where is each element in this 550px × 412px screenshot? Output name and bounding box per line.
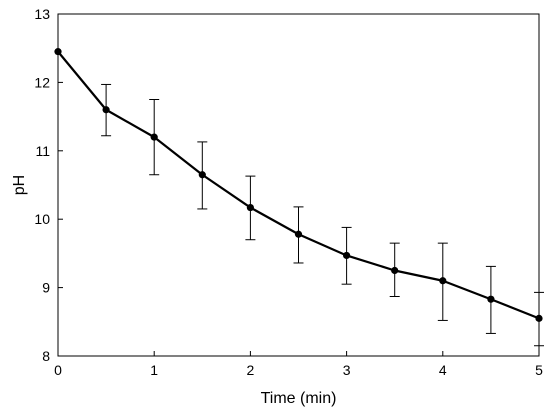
data-point [102,106,110,114]
error-bars [101,83,544,347]
data-points [54,48,543,322]
y-tick-label: 11 [35,143,50,159]
series-lines [57,50,540,320]
data-point [487,295,495,303]
y-tick-label: 8 [42,348,50,364]
x-axis-label: Time (min) [261,390,337,407]
x-tick-label: 5 [535,362,543,378]
y-axis-ticks: 8 9 10 11 12 13 [34,6,63,364]
data-point [246,203,254,212]
series-line [57,50,540,320]
data-point [54,48,62,56]
y-tick-label: 9 [42,280,50,296]
y-tick-label: 12 [34,74,50,90]
x-tick-label: 3 [343,362,351,378]
x-tick-label: 2 [247,362,255,378]
data-point [198,171,206,179]
x-tick-label: 0 [54,362,62,378]
x-tick-label: 1 [150,362,158,378]
x-axis-ticks: 0 1 2 3 4 5 [54,351,543,378]
data-point [535,314,543,322]
y-tick-label: 10 [34,211,50,227]
plot-frame [57,13,540,357]
data-point [294,230,303,238]
data-point [439,277,447,285]
data-point [343,251,351,260]
y-axis-label: pH [11,175,28,195]
data-point [150,133,158,141]
data-point [391,266,399,275]
x-tick-label: 4 [439,362,447,378]
y-tick-label: 13 [34,6,50,22]
